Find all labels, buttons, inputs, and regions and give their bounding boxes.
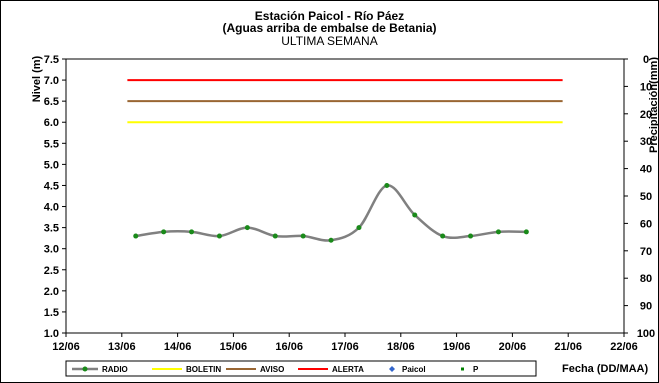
radio-data-point xyxy=(384,182,390,188)
radio-data-point xyxy=(468,233,474,239)
x-tick-label: 12/06 xyxy=(52,341,80,353)
x-axis-title: Fecha (DD/MAA) xyxy=(562,363,649,375)
x-tick-label: 16/06 xyxy=(275,341,303,353)
radio-data-point xyxy=(133,233,139,239)
x-tick-label: 20/06 xyxy=(499,341,527,353)
y-tick-label: 2.0 xyxy=(44,286,59,298)
y-tick-label: 6.0 xyxy=(44,117,59,129)
radio-data-point xyxy=(328,237,334,243)
y-tick-label: 1.5 xyxy=(44,307,59,319)
plot-area xyxy=(65,58,625,334)
legend-label-boletin: BOLETIN xyxy=(186,365,221,374)
x-tick-label: 22/06 xyxy=(610,341,638,353)
chart-period: ULTIMA SEMANA xyxy=(281,34,378,48)
y-tick-label: 2.5 xyxy=(44,265,59,277)
y2-tick-label: 80 xyxy=(640,273,652,285)
radio-data-point xyxy=(300,233,306,239)
y2-tick-label: 60 xyxy=(640,218,652,230)
legend-label-alerta: ALERTA xyxy=(332,365,364,374)
radio-data-point xyxy=(189,229,195,235)
x-tick-label: 19/06 xyxy=(443,341,471,353)
radio-data-point xyxy=(161,229,167,235)
radio-data-point xyxy=(440,233,446,239)
y-tick-label: 5.5 xyxy=(44,138,59,150)
legend-label-radio: RADIO xyxy=(102,365,128,374)
legend-marker-paicol xyxy=(389,366,395,372)
x-tick-label: 15/06 xyxy=(220,341,248,353)
legend-marker-p xyxy=(461,367,464,371)
x-tick-label: 14/06 xyxy=(164,341,192,353)
legend-label-aviso: AVISO xyxy=(260,365,284,374)
radio-data-point xyxy=(216,233,222,239)
chart-title: Estación Paicol - Río Páez xyxy=(254,9,405,23)
chart-subtitle: (Aguas arriba de embalse de Betania) xyxy=(222,21,437,35)
radio-data-point xyxy=(523,229,529,235)
y-tick-label: 6.5 xyxy=(44,96,59,108)
series-line-radio xyxy=(135,184,527,242)
x-tick-label: 21/06 xyxy=(554,341,582,353)
y-tick-label: 4.0 xyxy=(44,202,59,214)
y-axis-label: Nivel (m) xyxy=(31,55,43,102)
radio-data-point xyxy=(356,225,362,231)
legend-label-p: P xyxy=(473,365,479,374)
x-tick-label: 18/06 xyxy=(387,341,415,353)
y2-tick-label: 50 xyxy=(640,191,652,203)
y2-tick-label: 10 xyxy=(640,81,652,93)
legend-label-paicol: Paicol xyxy=(402,365,426,374)
y-tick-label: 3.0 xyxy=(44,244,59,256)
radio-data-point xyxy=(495,229,501,235)
radio-data-point xyxy=(412,212,418,218)
y2-tick-label: 30 xyxy=(640,136,652,148)
y2-tick-label: 0 xyxy=(643,54,649,66)
y-tick-label: 7.5 xyxy=(44,54,59,66)
legend-marker-radio xyxy=(82,366,88,372)
y2-tick-label: 70 xyxy=(640,246,652,258)
y-tick-label: 4.5 xyxy=(44,180,59,192)
y2-tick-label: 90 xyxy=(640,301,652,313)
radio-data-point xyxy=(244,225,250,231)
y-tick-label: 5.0 xyxy=(44,159,59,171)
y2-tick-label: 40 xyxy=(640,164,652,176)
y2-tick-label: 20 xyxy=(640,109,652,121)
x-tick-label: 13/06 xyxy=(108,341,136,353)
y-tick-label: 7.0 xyxy=(44,75,59,87)
y-tick-label: 3.5 xyxy=(44,223,59,235)
y2-tick-label: 100 xyxy=(637,328,655,340)
x-tick-label: 17/06 xyxy=(331,341,359,353)
radio-data-point xyxy=(272,233,278,239)
y-tick-label: 1.0 xyxy=(44,328,59,340)
y2-axis-label: Precipitación(mm) xyxy=(648,57,659,153)
